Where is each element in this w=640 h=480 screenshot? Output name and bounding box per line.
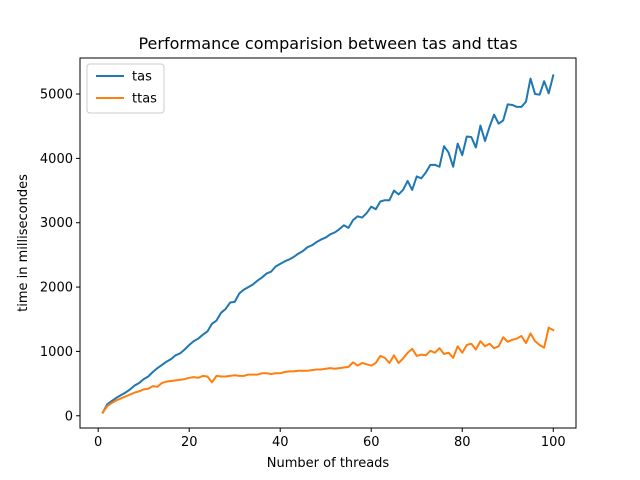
y-tick-label: 5000 xyxy=(40,88,73,103)
legend-label-tas: tas xyxy=(132,70,152,85)
chart-title: Performance comparision between tas and … xyxy=(138,34,517,53)
plot-area-frame xyxy=(79,57,577,429)
x-axis-label: Number of threads xyxy=(267,456,390,471)
y-tick-label: 0 xyxy=(65,409,73,424)
x-tick-label: 100 xyxy=(541,435,566,450)
y-tick-label: 4000 xyxy=(40,152,73,167)
series-layer xyxy=(101,74,555,414)
y-axis: 0 1000 2000 3000 4000 5000 xyxy=(40,88,80,424)
y-tick-label: 1000 xyxy=(40,345,73,360)
y-tick-label: 3000 xyxy=(40,216,73,231)
series-line-ttas xyxy=(101,326,555,414)
y-axis-label: time in millisecondes xyxy=(16,174,31,312)
series-line-tas xyxy=(101,74,555,414)
x-tick-label: 60 xyxy=(363,435,380,450)
legend-label-ttas: ttas xyxy=(132,92,157,107)
x-tick-label: 80 xyxy=(454,435,471,450)
x-tick-label: 0 xyxy=(94,435,102,450)
legend: tas ttas xyxy=(86,63,165,114)
x-tick-label: 20 xyxy=(181,435,198,450)
y-tick-label: 2000 xyxy=(40,281,73,296)
x-axis: 0 20 40 60 80 100 xyxy=(94,428,566,450)
x-tick-label: 40 xyxy=(272,435,289,450)
